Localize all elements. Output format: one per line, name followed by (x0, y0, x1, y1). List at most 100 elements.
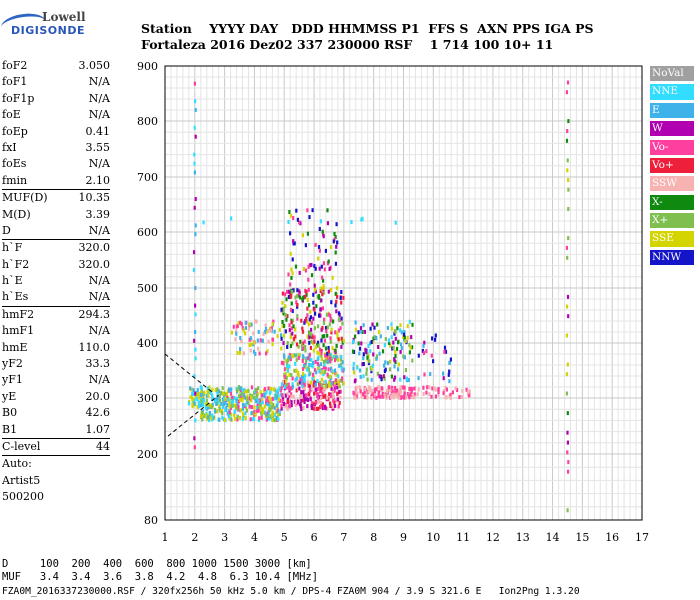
echo-point (337, 337, 340, 342)
echo-point (270, 405, 273, 410)
echo-trace-point (567, 187, 570, 192)
echo-point (245, 389, 248, 394)
echo-point (304, 344, 307, 349)
echo-point (291, 271, 294, 276)
echo-point (286, 341, 289, 345)
echo-point (321, 275, 324, 280)
echo-point (282, 361, 285, 366)
echo-point (325, 383, 328, 388)
echo-point (237, 321, 240, 326)
echo-trace-point (566, 129, 569, 133)
echo-point (391, 346, 394, 351)
echo-point (299, 295, 302, 300)
echo-point (191, 404, 194, 409)
echo-point (200, 399, 203, 404)
x-tick-label: 6 (311, 531, 318, 544)
echo-point (282, 306, 285, 311)
echo-point (245, 405, 248, 410)
echo-point (330, 393, 333, 398)
echo-point (413, 395, 416, 400)
echo-point (219, 390, 222, 395)
echo-point (265, 389, 268, 394)
echo-point (353, 370, 356, 375)
y-tick-label: 300 (137, 392, 158, 405)
echo-point (356, 391, 359, 396)
echo-point (448, 361, 451, 365)
echo-point (250, 398, 253, 403)
legend-item: SSW (650, 176, 694, 192)
echo-point (357, 330, 360, 335)
echo-point (273, 412, 276, 417)
echo-point (230, 387, 233, 392)
echo-point (403, 332, 406, 337)
echo-point (265, 398, 268, 403)
echo-point (272, 411, 275, 416)
echo-point (408, 319, 411, 324)
echo-point (410, 390, 413, 395)
echo-point (399, 323, 402, 328)
echo-point (434, 387, 437, 392)
echo-trace-point (566, 304, 569, 309)
param-row: MUF(D) 10.35 (2, 189, 110, 206)
echo-point (285, 382, 288, 387)
echo-point (307, 277, 310, 282)
echo-point (384, 367, 387, 372)
echo-point (342, 381, 345, 386)
echo-point (330, 356, 333, 361)
echo-point (237, 394, 241, 399)
echo-point (308, 384, 312, 388)
echo-point (254, 388, 258, 392)
echo-point (337, 404, 340, 409)
echo-point (311, 376, 314, 381)
echo-point (326, 333, 329, 338)
echo-point (324, 353, 327, 358)
echo-point (295, 208, 298, 213)
y-tick-label: 80 (144, 514, 158, 527)
echo-trace-point (566, 294, 570, 299)
echo-point (226, 391, 229, 396)
echo-trace-point (194, 223, 197, 228)
param-name: foF2 (2, 59, 28, 72)
echo-point (317, 406, 320, 411)
echo-point (361, 362, 364, 367)
echo-point (369, 341, 372, 346)
echo-point (363, 389, 366, 394)
x-tick-label: 15 (575, 531, 589, 544)
echo-point (335, 309, 338, 314)
param-value: 294.3 (78, 307, 111, 321)
echo-point (311, 335, 314, 340)
echo-point (222, 391, 225, 396)
param-row: Auto: (2, 455, 110, 472)
echo-point (336, 397, 339, 402)
echo-point (406, 335, 409, 340)
header-labels: Station YYYY DAY DDD HHMMSS P1 FFS S AXN… (141, 21, 594, 36)
echo-trace-point (194, 347, 197, 352)
echo-point (321, 229, 324, 234)
echo-point (359, 389, 362, 394)
echo-point (241, 392, 244, 397)
echo-point (337, 357, 340, 362)
echo-point (260, 410, 263, 415)
y-tick-label: 400 (137, 337, 158, 350)
echo-point (298, 380, 302, 385)
echo-point (236, 351, 239, 355)
echo-point (230, 330, 233, 335)
param-value: N/A (88, 373, 110, 387)
param-row: fxI 3.55 (2, 140, 110, 156)
echo-point (244, 331, 247, 336)
echo-point (331, 369, 334, 373)
echo-point (300, 390, 303, 395)
echo-point (341, 360, 344, 365)
echo-point (286, 289, 289, 294)
echo-point (417, 353, 420, 358)
echo-point (248, 343, 251, 347)
echo-trace-point (194, 197, 197, 201)
echo-point (290, 332, 293, 337)
echo-point (327, 289, 330, 294)
echo-point (267, 386, 270, 391)
echo-point (280, 386, 283, 391)
echo-point (298, 386, 301, 391)
echo-point (207, 393, 210, 398)
echo-point (375, 336, 378, 341)
echo-point (250, 405, 254, 409)
